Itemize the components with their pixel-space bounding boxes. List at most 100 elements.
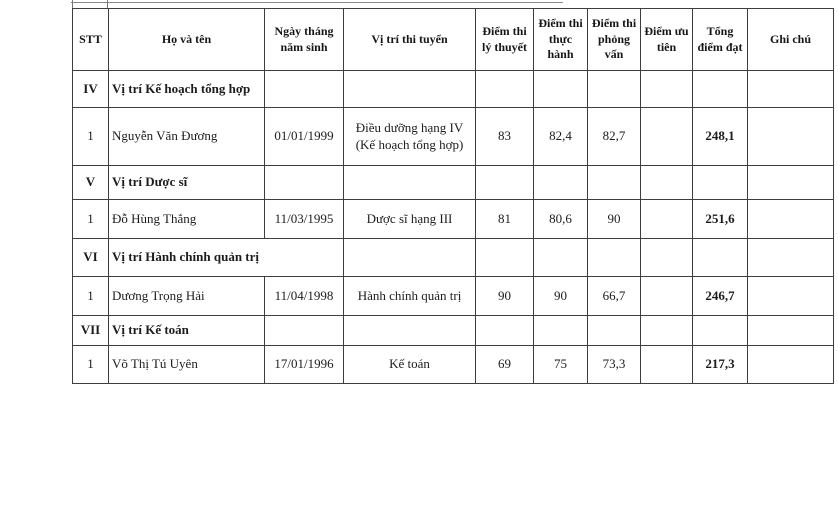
cell-total-score: 251,6 — [692, 199, 748, 239]
cell-section-number: IV — [72, 70, 109, 108]
cell-position-empty — [343, 315, 476, 346]
cell-interview-score-empty — [587, 238, 641, 277]
cell-practice-score: 90 — [533, 276, 588, 316]
cell-theory-score-empty — [475, 165, 534, 200]
cell-stt: 1 — [72, 107, 109, 166]
cell-name: Nguyễn Văn Đương — [108, 107, 265, 166]
exam-results-table: STT Họ và tên Ngày tháng năm sinh Vị trí… — [72, 8, 834, 384]
cell-practice-score: 80,6 — [533, 199, 588, 239]
cell-note-empty — [747, 238, 834, 277]
cell-practice-score: 82,4 — [533, 107, 588, 166]
cell-note — [747, 276, 834, 316]
section-row: VI Vị trí Hành chính quản trị — [72, 238, 834, 277]
data-row: 1 Nguyễn Văn Đương 01/01/1999 Điều dưỡng hạ… — [72, 107, 834, 166]
scan-artifact-line — [71, 2, 563, 3]
cell-interview-score: 73,3 — [587, 345, 641, 384]
cell-total-score-empty — [692, 70, 748, 108]
data-row: 1 Đỗ Hùng Thắng 11/03/1995 Dược sĩ hạng III… — [72, 199, 834, 239]
cell-practice-score: 75 — [533, 345, 588, 384]
cell-section-number: VII — [72, 315, 109, 346]
col-header-dob: Ngày tháng năm sinh — [264, 8, 344, 71]
cell-interview-score-empty — [587, 315, 641, 346]
cell-priority-score — [640, 345, 693, 384]
cell-priority-score-empty — [640, 165, 693, 200]
cell-stt: 1 — [72, 199, 109, 239]
cell-total-score-empty — [692, 165, 748, 200]
scan-artifact-stub — [72, 0, 73, 9]
cell-total-score-empty — [692, 315, 748, 346]
section-row: IV Vị trí Kế hoạch tổng hợp — [72, 70, 834, 108]
cell-dob: 11/03/1995 — [264, 199, 344, 239]
cell-practice-score-empty — [533, 238, 588, 277]
data-row: 1 Võ Thị Tú Uyên 17/01/1996 Kế toán 69 75 73,3… — [72, 345, 834, 384]
cell-dob: 01/01/1999 — [264, 107, 344, 166]
col-header-interview-score: Điểm thi phỏng vấn — [587, 8, 641, 71]
cell-theory-score: 69 — [475, 345, 534, 384]
cell-practice-score-empty — [533, 165, 588, 200]
col-header-position: Vị trí thi tuyển — [343, 8, 476, 71]
cell-dob: 11/04/1998 — [264, 276, 344, 316]
cell-priority-score-empty — [640, 70, 693, 108]
cell-position: Dược sĩ hạng III — [343, 199, 476, 239]
cell-section-number: V — [72, 165, 109, 200]
cell-note-empty — [747, 70, 834, 108]
cell-note — [747, 199, 834, 239]
results-table-body: IV Vị trí Kế hoạch tổng hợp 1 Nguyễn Văn Đư… — [72, 70, 834, 384]
cell-position-empty — [343, 165, 476, 200]
cell-section-title: Vị trí Dược sĩ — [108, 165, 265, 200]
cell-name: Đỗ Hùng Thắng — [108, 199, 265, 239]
cell-position-empty — [343, 238, 476, 277]
cell-priority-score-empty — [640, 238, 693, 277]
cell-theory-score: 83 — [475, 107, 534, 166]
cell-name: Dương Trọng Hải — [108, 276, 265, 316]
table-header: STT Họ và tên Ngày tháng năm sinh Vị trí… — [72, 8, 834, 71]
cell-dob: 17/01/1996 — [264, 345, 344, 384]
cell-position: Hành chính quản trị — [343, 276, 476, 316]
cell-total-score-empty — [692, 238, 748, 277]
cell-position: Kế toán — [343, 345, 476, 384]
scan-artifact-stub — [107, 0, 108, 9]
cell-interview-score-empty — [587, 70, 641, 108]
cell-total-score: 246,7 — [692, 276, 748, 316]
cell-dob-empty — [264, 70, 344, 108]
cell-note-empty — [747, 315, 834, 346]
cell-practice-score-empty — [533, 315, 588, 346]
cell-position: Điều dưỡng hạng IV (Kế hoạch tổng hợp) — [343, 107, 476, 166]
cell-theory-score-empty — [475, 238, 534, 277]
cell-practice-score-empty — [533, 70, 588, 108]
cell-section-number: VI — [72, 238, 109, 277]
cell-theory-score: 81 — [475, 199, 534, 239]
section-row: V Vị trí Dược sĩ — [72, 165, 834, 200]
cell-note — [747, 345, 834, 384]
cell-priority-score-empty — [640, 315, 693, 346]
cell-priority-score — [640, 199, 693, 239]
col-header-priority-score: Điểm ưu tiên — [640, 8, 693, 71]
col-header-stt: STT — [72, 8, 109, 71]
cell-position-empty — [343, 70, 476, 108]
cell-section-title: Vị trí Kế toán — [108, 315, 265, 346]
col-header-name: Họ và tên — [108, 8, 265, 71]
cell-interview-score: 90 — [587, 199, 641, 239]
cell-dob-empty — [264, 315, 344, 346]
cell-theory-score-empty — [475, 315, 534, 346]
data-row: 1 Dương Trọng Hải 11/04/1998 Hành chính quả… — [72, 276, 834, 316]
col-header-practice-score: Điểm thi thực hành — [533, 8, 588, 71]
col-header-total-score: Tổng điểm đạt — [692, 8, 748, 71]
section-row: VII Vị trí Kế toán — [72, 315, 834, 346]
cell-stt: 1 — [72, 276, 109, 316]
cell-note-empty — [747, 165, 834, 200]
cell-dob-empty — [264, 165, 344, 200]
cell-theory-score: 90 — [475, 276, 534, 316]
cell-section-title: Vị trí Kế hoạch tổng hợp — [108, 70, 265, 108]
cell-interview-score: 66,7 — [587, 276, 641, 316]
header-row: STT Họ và tên Ngày tháng năm sinh Vị trí… — [72, 8, 834, 71]
cell-total-score: 248,1 — [692, 107, 748, 166]
cell-section-title: Vị trí Hành chính quản trị — [108, 238, 344, 277]
cell-total-score: 217,3 — [692, 345, 748, 384]
cell-stt: 1 — [72, 345, 109, 384]
col-header-theory-score: Điểm thi lý thuyết — [475, 8, 534, 71]
cell-theory-score-empty — [475, 70, 534, 108]
cell-note — [747, 107, 834, 166]
cell-priority-score — [640, 276, 693, 316]
cell-interview-score-empty — [587, 165, 641, 200]
